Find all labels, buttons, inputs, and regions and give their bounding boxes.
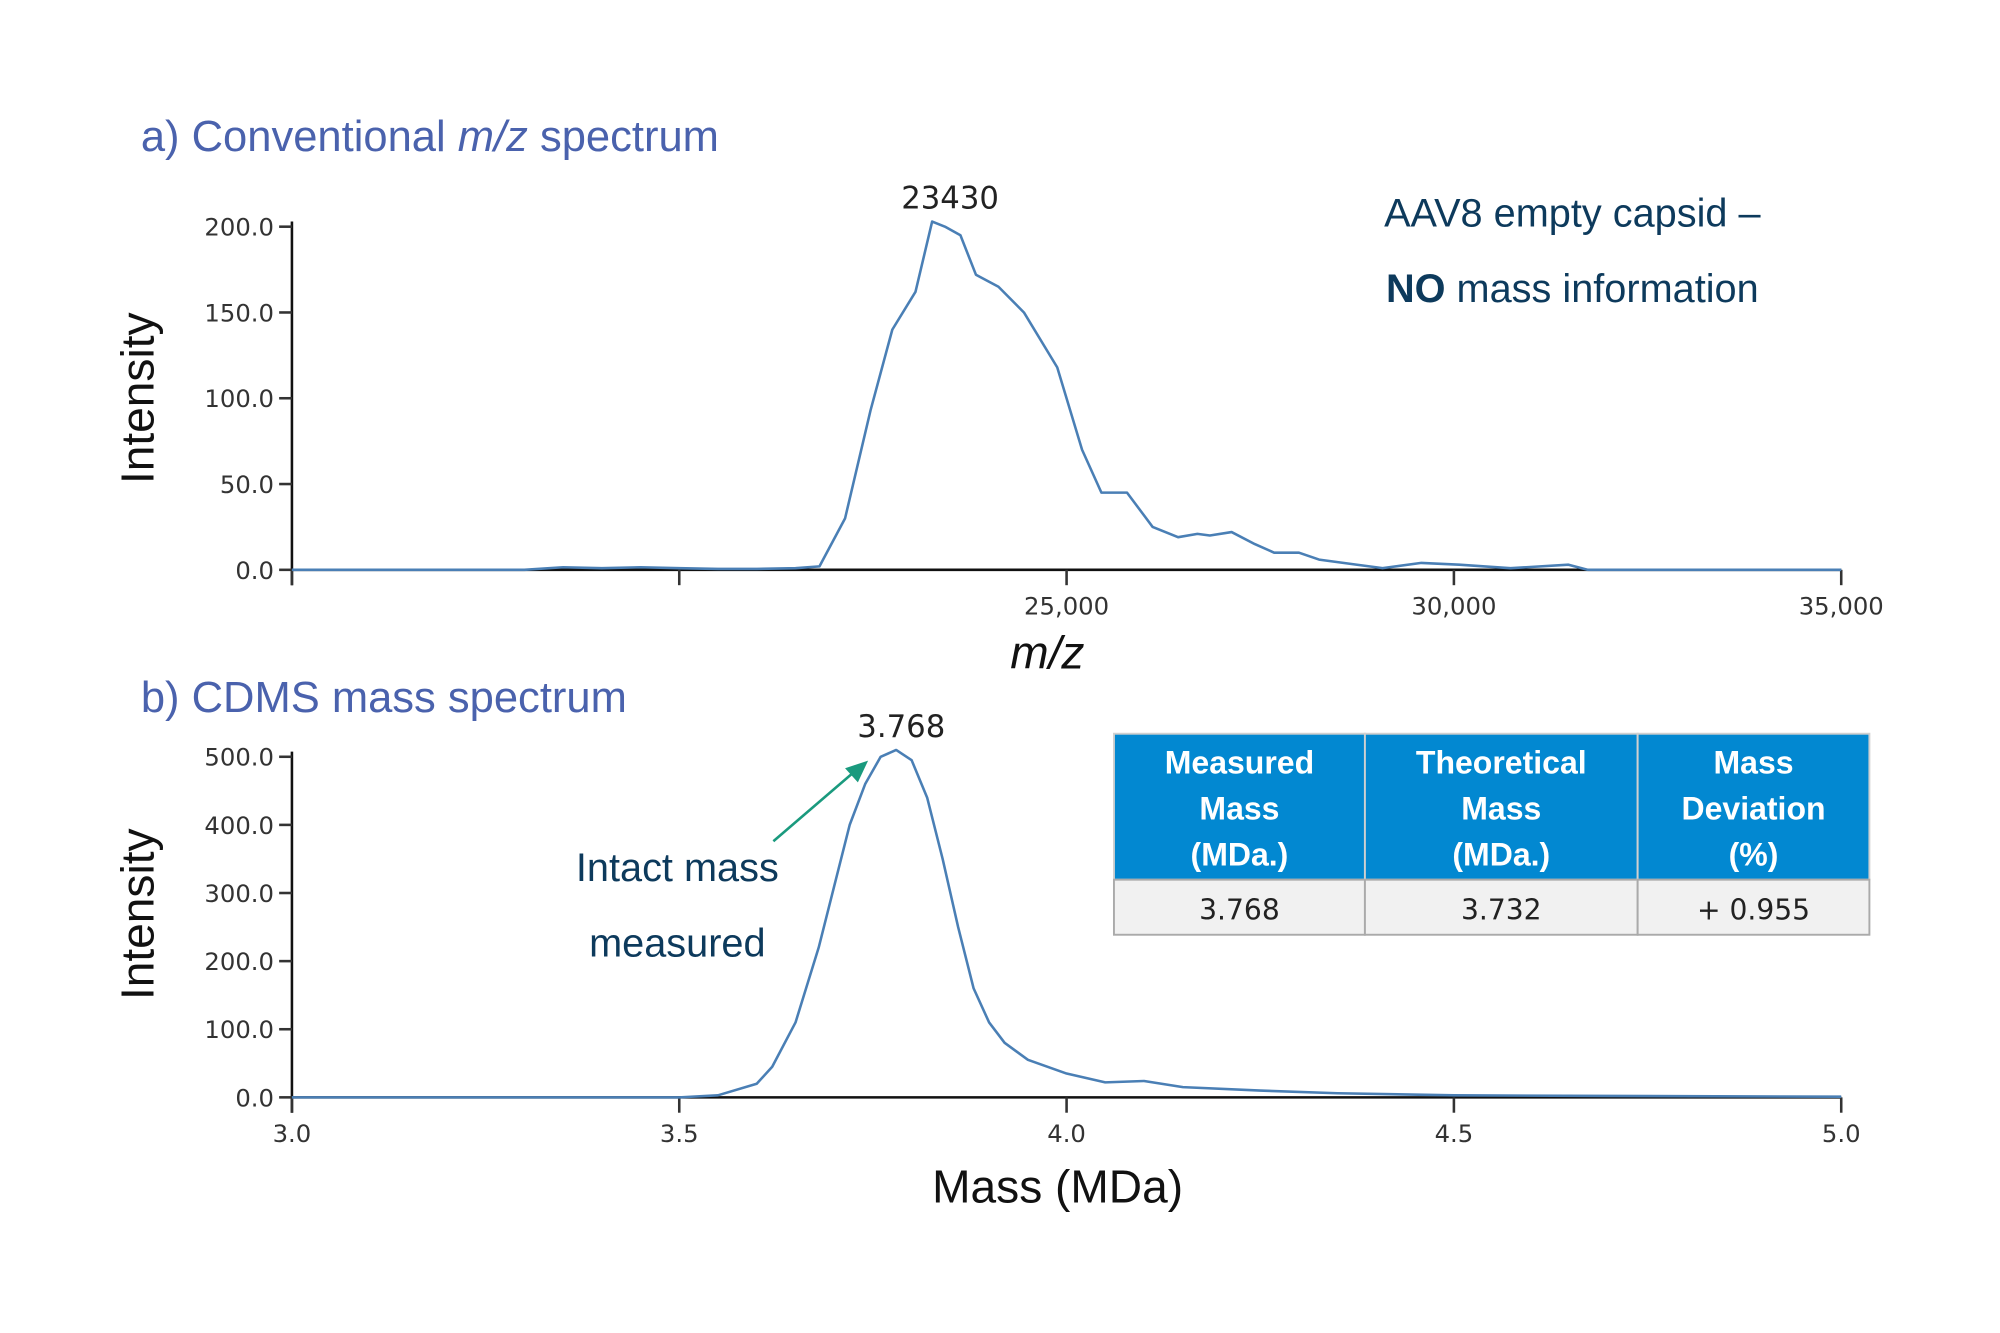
chart-b-x-tick-label: 4.5 — [1435, 1119, 1474, 1148]
table-header-text: (MDa.) — [1452, 837, 1550, 873]
chart-b-x-tick-label: 5.0 — [1822, 1119, 1861, 1148]
chart-a-x-tick-label: 30,000 — [1411, 592, 1496, 621]
table-cell — [1636, 878, 1871, 936]
table-header-text: (MDa.) — [1191, 837, 1289, 873]
chart-a-title: a) Conventional m/z spectrum — [141, 113, 719, 161]
table-header-cell — [1363, 732, 1639, 881]
chart-b-x-tick-label: 4.0 — [1047, 1119, 1086, 1148]
table-header-text: Deviation — [1682, 791, 1826, 827]
chart-b-series-line — [291, 748, 1842, 1099]
chart-b-title: b) CDMS mass spectrum — [141, 674, 627, 722]
table-header-text: Mass — [1713, 744, 1793, 780]
chart-a-series-line — [291, 220, 1842, 572]
chart-b-x-tick-label: 3.0 — [273, 1119, 312, 1148]
chart-b-peak-label: 3.768 — [857, 709, 945, 745]
chart-b-x-axis-label: Mass (MDa) — [932, 1160, 1183, 1212]
chart-a-annotation-line1: AAV8 empty capsid – — [1384, 192, 1761, 236]
table-header-text: (%) — [1729, 837, 1779, 873]
chart-a-y-tick-label: 50.0 — [220, 470, 274, 499]
chart-a-title-italic: m/z — [458, 113, 528, 161]
chart-b-y-tick-label: 0.0 — [235, 1083, 274, 1112]
chart-a-annotation-rest: mass information — [1446, 267, 1759, 311]
chart-b: 0.0 100.0 200.0 300.0 400.0 500.0 3.0 3.5 4.0 4.5… — [204, 709, 1860, 1148]
chart-b-x-tick-label: 3.5 — [660, 1119, 699, 1148]
table-cell — [1363, 878, 1639, 936]
table-header-text: Mass — [1461, 791, 1541, 827]
mass-table: Measured Mass (MDa.) 3.768 Theoretical Mass (M… — [1112, 732, 1871, 936]
chart-a-title-prefix: a) Conventional — [141, 113, 458, 161]
chart-a-annotation-bold: NO — [1386, 267, 1446, 311]
chart-b-y-tick-label: 400.0 — [204, 811, 274, 840]
chart-b-y-tick-label: 100.0 — [204, 1015, 274, 1044]
table-cell-value: 3.732 — [1461, 893, 1542, 926]
table-cell-value: 3.768 — [1199, 893, 1280, 926]
chart-b-y-axis-label: Intensity — [112, 828, 164, 1000]
chart-a-x-tick-label: 25,000 — [1024, 592, 1109, 621]
chart-a-y-axis-label: Intensity — [112, 312, 164, 484]
chart-a-title-suffix: spectrum — [528, 113, 719, 161]
chart-a-y-tick-label: 200.0 — [204, 213, 274, 242]
table-header-text: Measured — [1165, 744, 1314, 780]
chart-a-x-axis-label: m/z — [1010, 626, 1084, 678]
chart-a-peak-label: 23430 — [901, 181, 999, 217]
chart-a-y-tick-label: 100.0 — [204, 384, 274, 413]
annotation-arrow-head — [845, 760, 869, 783]
chart-b-y-tick-label: 500.0 — [204, 743, 274, 772]
chart-b-y-tick-label: 200.0 — [204, 947, 274, 976]
table-header-cell — [1112, 732, 1366, 881]
chart-a-y-tick-label: 0.0 — [235, 556, 274, 585]
table-cell — [1112, 878, 1366, 936]
chart-b-annotation-line1: Intact mass — [576, 846, 779, 890]
chart-a-y-tick-label: 150.0 — [204, 298, 274, 327]
chart-a: 0.0 50.0 100.0 150.0 200.0 25,000 30,000 35,000… — [204, 181, 1883, 621]
chart-a-x-tick-label: 35,000 — [1799, 592, 1884, 621]
table-cell-value: + 0.955 — [1697, 893, 1810, 926]
chart-a-annotation-line2: NO mass information — [1386, 267, 1759, 311]
table-header-text: Theoretical — [1416, 744, 1587, 780]
chart-b-y-tick-label: 300.0 — [204, 879, 274, 908]
chart-b-annotation-line2: measured — [589, 922, 765, 966]
annotation-arrow — [772, 769, 857, 843]
table-header-cell — [1636, 732, 1871, 881]
table-header-text: Mass — [1199, 791, 1279, 827]
